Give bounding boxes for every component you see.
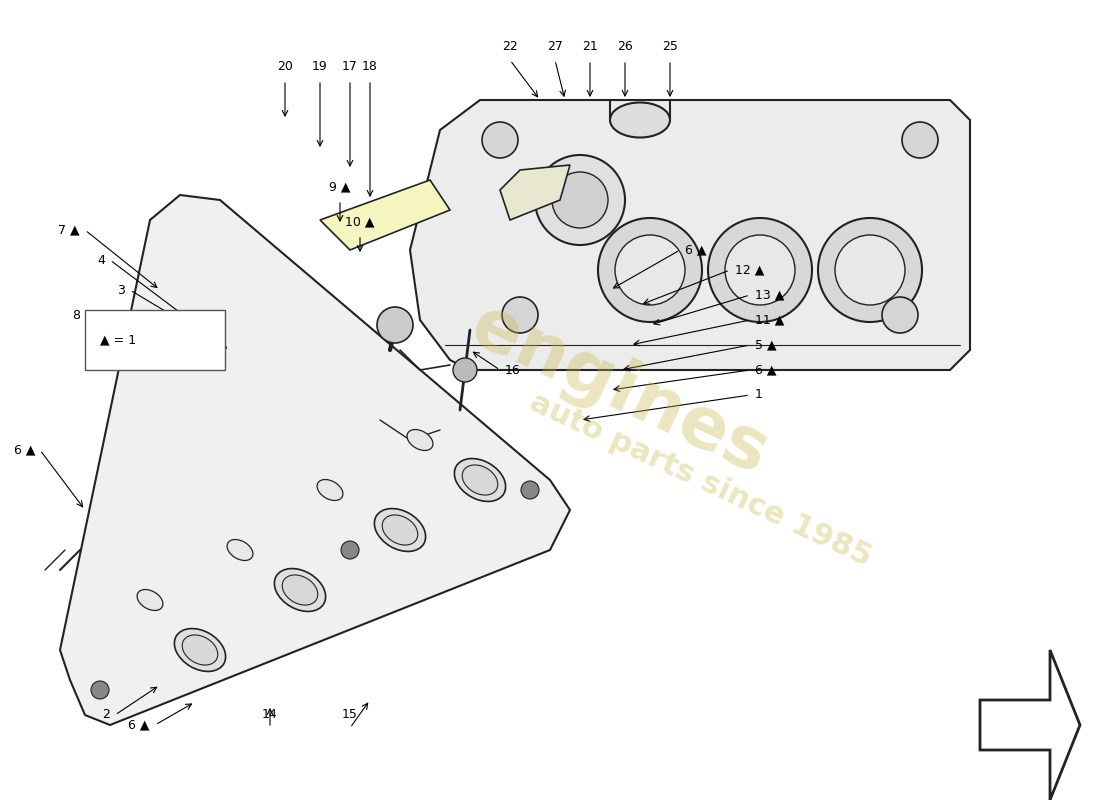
Text: 13 ▲: 13 ▲ bbox=[755, 289, 784, 302]
Polygon shape bbox=[320, 180, 450, 250]
Text: 9 ▲: 9 ▲ bbox=[329, 180, 351, 193]
Text: 6 ▲: 6 ▲ bbox=[685, 243, 706, 257]
Text: 10 ▲: 10 ▲ bbox=[345, 215, 375, 228]
Text: 15: 15 bbox=[342, 708, 358, 721]
Text: 17: 17 bbox=[342, 60, 358, 73]
Circle shape bbox=[598, 218, 702, 322]
Text: auto parts since 1985: auto parts since 1985 bbox=[525, 388, 876, 572]
Circle shape bbox=[377, 307, 412, 343]
FancyBboxPatch shape bbox=[85, 310, 226, 370]
Ellipse shape bbox=[227, 539, 253, 561]
Circle shape bbox=[552, 172, 608, 228]
Ellipse shape bbox=[175, 629, 226, 671]
Text: 21: 21 bbox=[582, 40, 598, 53]
Text: engines: engines bbox=[460, 290, 780, 490]
Text: 6 ▲: 6 ▲ bbox=[129, 718, 150, 731]
Circle shape bbox=[482, 122, 518, 158]
Text: 12 ▲: 12 ▲ bbox=[735, 263, 764, 277]
Text: 8 ▲: 8 ▲ bbox=[74, 309, 95, 322]
Circle shape bbox=[453, 358, 477, 382]
Text: 26: 26 bbox=[617, 40, 632, 53]
Text: 20: 20 bbox=[277, 60, 293, 73]
Ellipse shape bbox=[462, 465, 498, 495]
Ellipse shape bbox=[274, 569, 326, 611]
Text: 1: 1 bbox=[755, 389, 763, 402]
Circle shape bbox=[615, 235, 685, 305]
Text: 27: 27 bbox=[547, 40, 563, 53]
Text: 4: 4 bbox=[97, 254, 104, 266]
Circle shape bbox=[835, 235, 905, 305]
Ellipse shape bbox=[454, 458, 506, 502]
Circle shape bbox=[902, 122, 938, 158]
Text: 14: 14 bbox=[262, 708, 278, 721]
Circle shape bbox=[725, 235, 795, 305]
Text: 18: 18 bbox=[362, 60, 378, 73]
Text: 25: 25 bbox=[662, 40, 678, 53]
Ellipse shape bbox=[317, 479, 343, 501]
Text: ▲ = 1: ▲ = 1 bbox=[100, 334, 136, 346]
Text: 5 ▲: 5 ▲ bbox=[755, 338, 777, 351]
Text: 16: 16 bbox=[505, 363, 520, 377]
Text: 22: 22 bbox=[502, 40, 518, 53]
Circle shape bbox=[341, 541, 359, 559]
Text: 7 ▲: 7 ▲ bbox=[58, 223, 80, 237]
Ellipse shape bbox=[610, 102, 670, 138]
Ellipse shape bbox=[283, 575, 318, 605]
Text: 19: 19 bbox=[312, 60, 328, 73]
Text: 6 ▲: 6 ▲ bbox=[13, 443, 35, 457]
Ellipse shape bbox=[138, 590, 163, 610]
Circle shape bbox=[91, 681, 109, 699]
Circle shape bbox=[521, 481, 539, 499]
Polygon shape bbox=[410, 100, 970, 370]
Text: 2: 2 bbox=[102, 709, 110, 722]
Circle shape bbox=[708, 218, 812, 322]
Polygon shape bbox=[60, 195, 570, 725]
Circle shape bbox=[882, 297, 918, 333]
Text: 3: 3 bbox=[117, 283, 125, 297]
Polygon shape bbox=[500, 165, 570, 220]
Circle shape bbox=[818, 218, 922, 322]
Text: 11 ▲: 11 ▲ bbox=[755, 314, 784, 326]
Ellipse shape bbox=[382, 515, 418, 545]
Circle shape bbox=[502, 297, 538, 333]
Circle shape bbox=[535, 155, 625, 245]
Ellipse shape bbox=[374, 509, 426, 551]
Ellipse shape bbox=[407, 430, 433, 450]
Ellipse shape bbox=[183, 635, 218, 665]
Text: 6 ▲: 6 ▲ bbox=[755, 363, 777, 377]
